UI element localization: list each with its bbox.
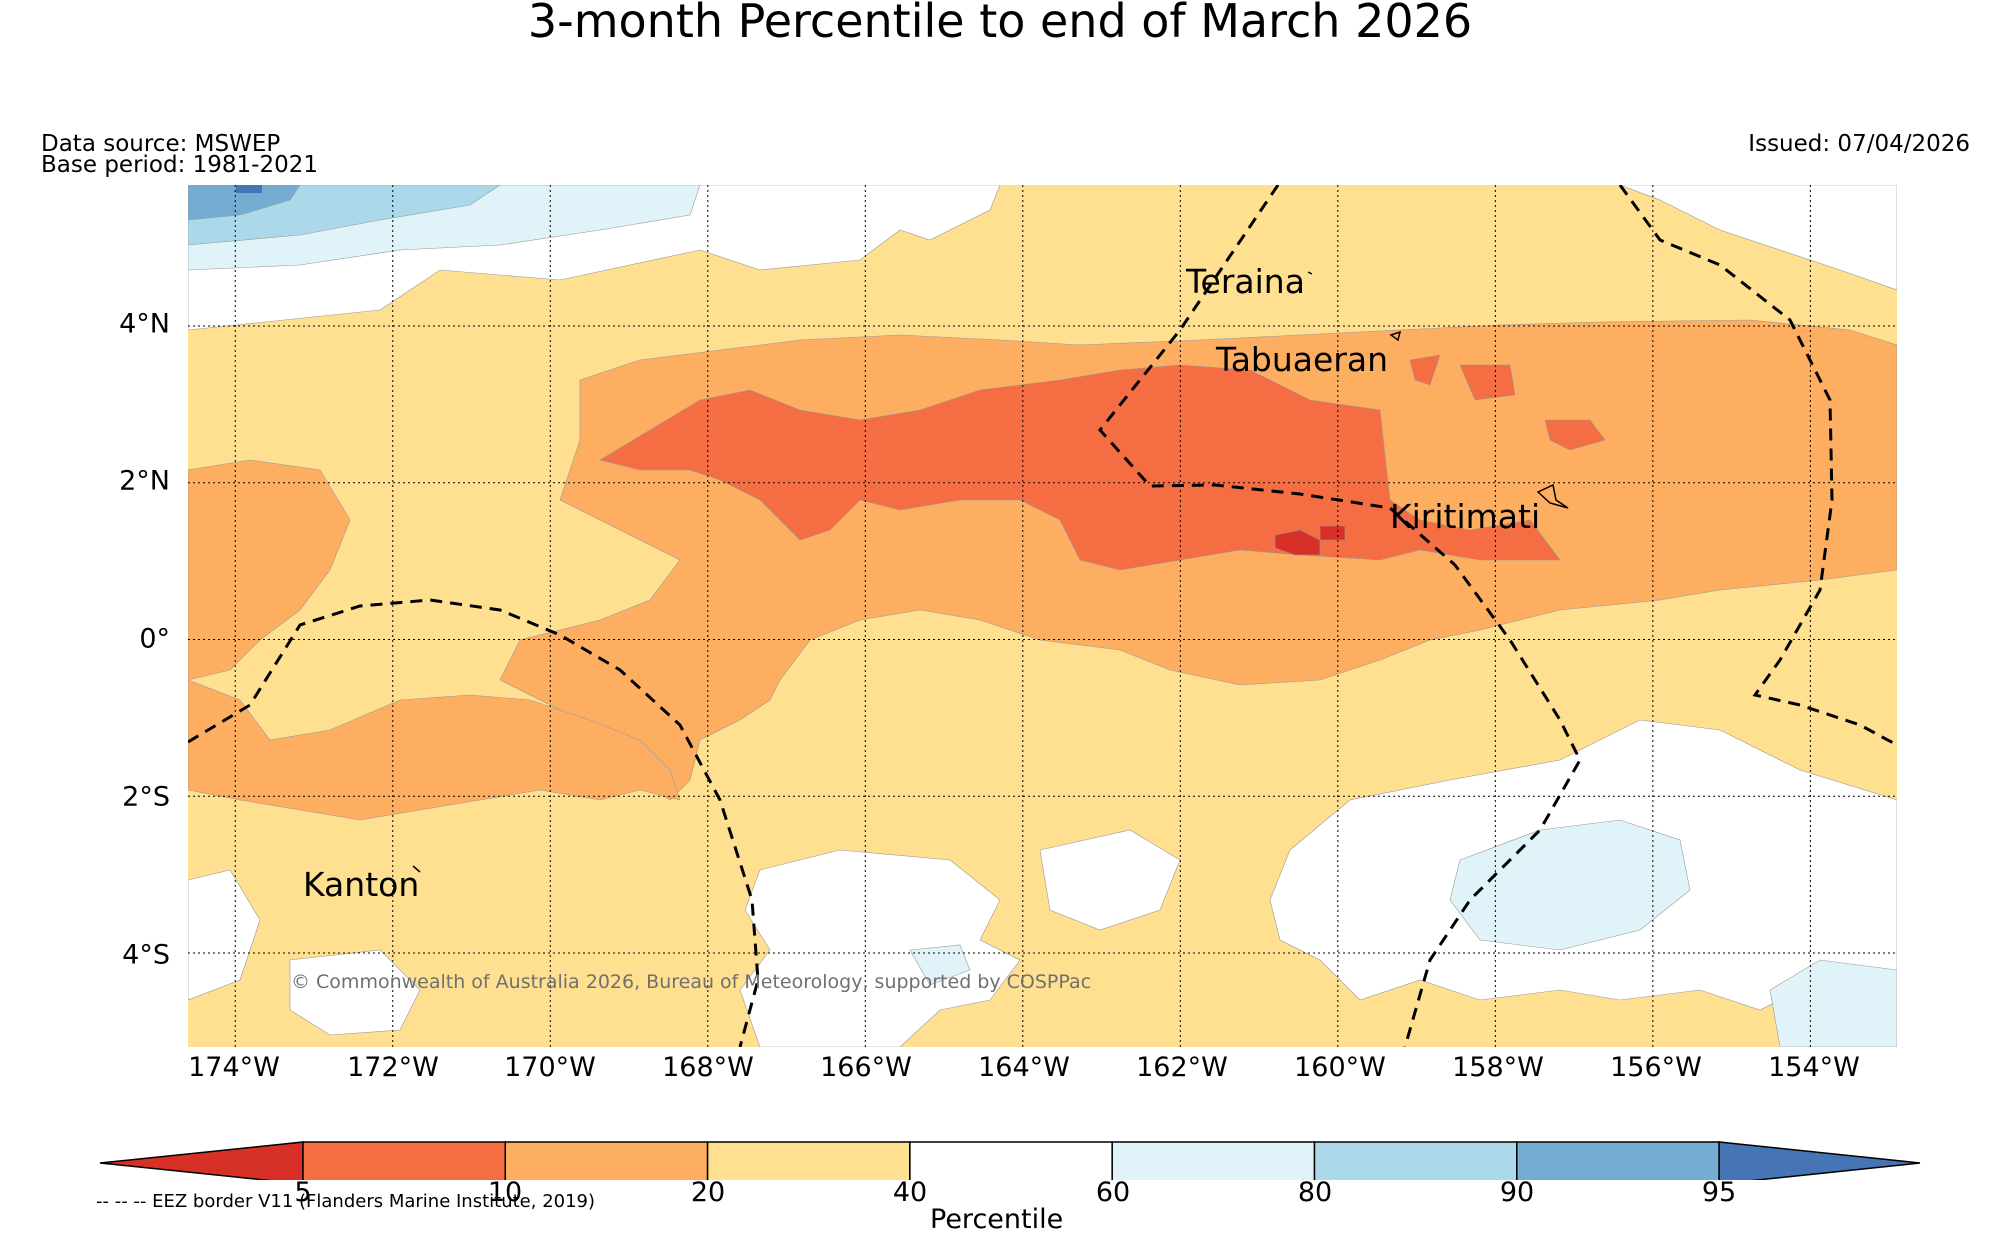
white-region-west (188, 869, 261, 1001)
lon-label: 162°W (1136, 1052, 1228, 1083)
colorbar-extension-low (99, 1141, 304, 1180)
colorbar-tick-label: 10 (487, 1177, 523, 1208)
colorbar-segment (1516, 1141, 1720, 1180)
darkblue-region-north (188, 185, 301, 221)
colorbar-extension-high (1718, 1141, 1921, 1180)
graticule (188, 185, 1897, 1047)
redorange-spot-east1 (1459, 364, 1516, 401)
redorange-region-central (599, 364, 1561, 571)
place-label-kanton: Kanton (303, 865, 420, 904)
tabuaeran-island-outline (1389, 330, 1402, 342)
lon-label: 172°W (347, 1052, 439, 1083)
colorbar-segment (1111, 1141, 1316, 1180)
red-spot-central2 (1319, 525, 1346, 541)
redorange-spot-east3 (1409, 354, 1441, 386)
colorbar-segment (302, 1141, 507, 1180)
issued-date-label: Issued: 07/04/2026 (1748, 131, 1970, 157)
colorbar-tick-label: 80 (1297, 1177, 1333, 1208)
lon-label: 154°W (1768, 1052, 1860, 1083)
lon-label: 166°W (820, 1052, 912, 1083)
place-label-kiritimati: Kiritimati (1390, 497, 1541, 536)
lon-label: 168°W (662, 1052, 754, 1083)
data-source-label: Data source: MSWEP (41, 131, 281, 157)
colorbar-segments (99, 1141, 1921, 1180)
orange-region-southwest (188, 679, 681, 821)
redorange-spot-east2 (1544, 419, 1606, 451)
colorbar-segment (909, 1141, 1113, 1180)
lon-label: 156°W (1610, 1052, 1702, 1083)
lon-label: 164°W (978, 1052, 1070, 1083)
place-label-teraina: Teraina (1186, 262, 1305, 301)
lat-label: 2°N (119, 465, 170, 497)
white-region-south (739, 849, 1021, 1047)
eez-border-line-east (1618, 185, 1897, 747)
eez-border-legend: -- -- -- EEZ border V11 (Flanders Marine… (96, 1191, 596, 1212)
colorbar (99, 1141, 1921, 1180)
map-title: 3-month Percentile to end of March 2026 (527, 0, 1473, 48)
colorbar-tick-label: 20 (690, 1177, 726, 1208)
red-spot-central (1274, 529, 1321, 556)
colorbar-segment (706, 1141, 911, 1180)
lon-label: 174°W (188, 1052, 280, 1083)
lightblue-region-farsoutheast (1769, 959, 1897, 1047)
eez-border-line-north (1098, 185, 1582, 1047)
kiritimati-island-outline (1536, 483, 1569, 509)
base-period-label: Base period: 1981-2021 (41, 152, 319, 178)
white-region-southwest (289, 949, 421, 1036)
colorbar-tick-label: 95 (1701, 1177, 1737, 1208)
deepblue-spot-north (236, 185, 262, 193)
lightblue-region-southeast (1449, 819, 1691, 951)
lat-label: 4°S (122, 939, 170, 971)
colorbar-tick-label: 40 (892, 1177, 928, 1208)
orange-region-west (188, 459, 351, 681)
lat-label: 4°N (119, 308, 170, 340)
lon-label: 160°W (1294, 1052, 1386, 1083)
colorbar-tick-label: 5 (294, 1177, 312, 1208)
white-region-southcenter (1039, 829, 1181, 931)
lon-label: 158°W (1452, 1052, 1544, 1083)
map-area (188, 185, 1897, 1047)
place-label-tabuaeran: Tabuaeran (1216, 340, 1389, 379)
lat-label: 2°S (122, 781, 170, 813)
colorbar-label: Percentile (930, 1204, 1064, 1235)
colorbar-segment (1313, 1141, 1518, 1180)
lightblue-region-south (909, 944, 971, 986)
colorbar-tick-label: 60 (1095, 1177, 1131, 1208)
kanton-island-marker (412, 865, 421, 873)
lat-label: 0° (139, 623, 170, 655)
copyright-notice: © Commonwealth of Australia 2026, Bureau… (291, 971, 1092, 993)
colorbar-segment (504, 1141, 709, 1180)
lon-label: 170°W (504, 1052, 596, 1083)
colorbar-tick-label: 90 (1499, 1177, 1535, 1208)
teraina-island-marker (1307, 271, 1313, 275)
eez-border-phoenix (188, 598, 760, 1047)
